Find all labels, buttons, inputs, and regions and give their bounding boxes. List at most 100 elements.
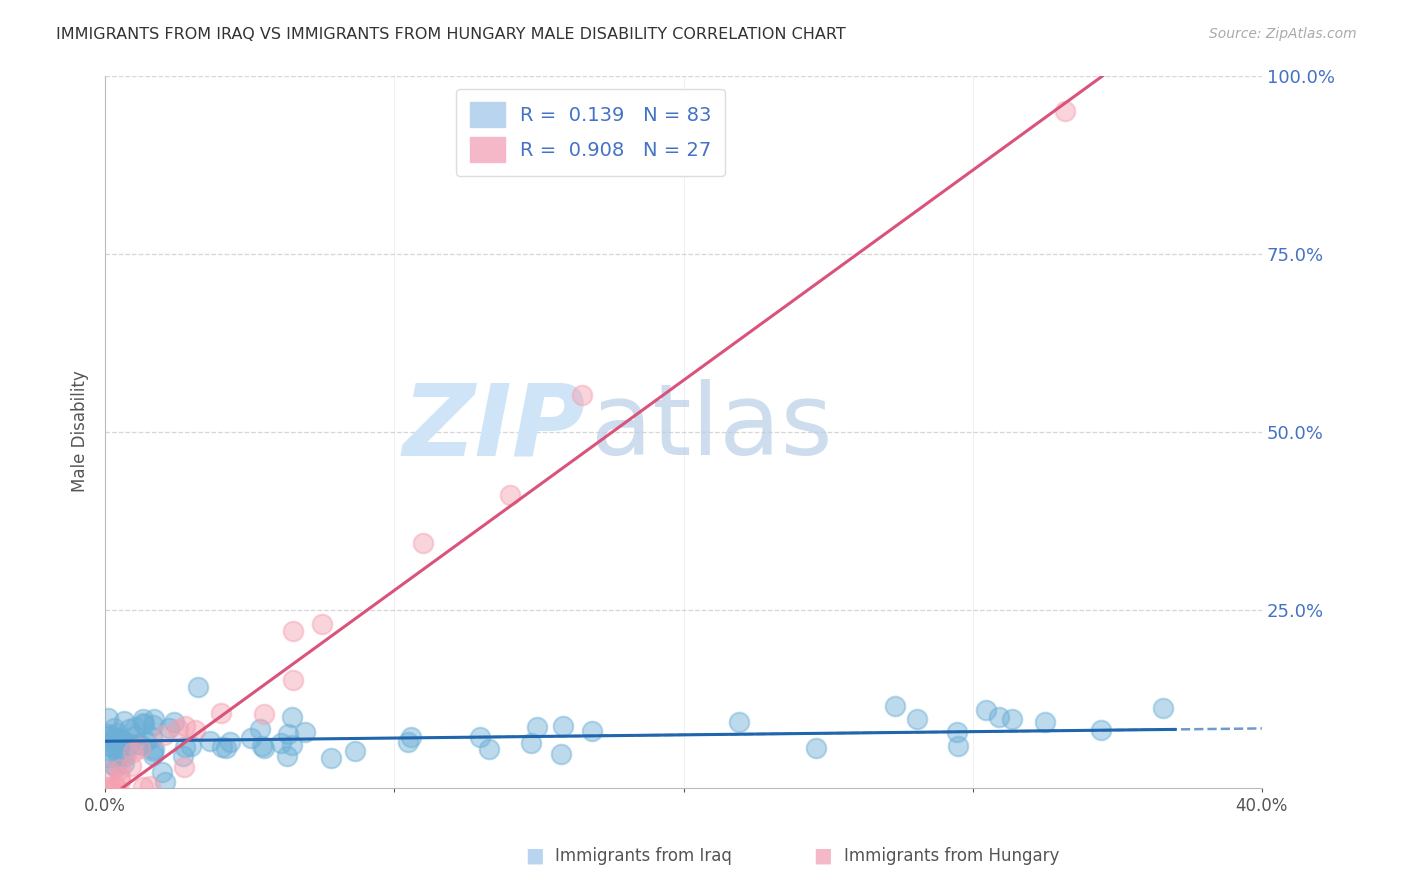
Point	[142, 747, 165, 762]
Point	[198, 734, 221, 748]
Point	[97, 750, 120, 764]
Point	[399, 730, 422, 744]
Point	[174, 719, 197, 733]
Point	[727, 715, 749, 730]
Point	[1152, 700, 1174, 714]
Point	[173, 760, 195, 774]
Point	[988, 710, 1011, 724]
Point	[108, 763, 131, 777]
Point	[478, 742, 501, 756]
Point	[118, 737, 141, 751]
Point	[280, 738, 302, 752]
Point	[219, 735, 242, 749]
Point	[98, 764, 121, 779]
Point	[122, 745, 145, 759]
Point	[103, 730, 125, 744]
Point	[1001, 712, 1024, 726]
Point	[1054, 104, 1077, 119]
Point	[276, 749, 298, 764]
Point	[321, 751, 343, 765]
Point	[157, 721, 180, 735]
Point	[97, 729, 120, 743]
Point	[100, 739, 122, 753]
Point	[184, 723, 207, 738]
Point	[551, 719, 574, 733]
Point	[520, 736, 543, 750]
Text: ▪: ▪	[524, 842, 544, 871]
Point	[104, 760, 127, 774]
Legend: R =  0.139   N = 83, R =  0.908   N = 27: R = 0.139 N = 83, R = 0.908 N = 27	[456, 89, 725, 176]
Point	[104, 780, 127, 794]
Point	[976, 703, 998, 717]
Point	[131, 780, 153, 794]
Point	[141, 730, 163, 744]
Point	[135, 734, 157, 748]
Point	[250, 739, 273, 753]
Text: atlas: atlas	[591, 379, 832, 476]
Text: IMMIGRANTS FROM IRAQ VS IMMIGRANTS FROM HUNGARY MALE DISABILITY CORRELATION CHAR: IMMIGRANTS FROM IRAQ VS IMMIGRANTS FROM …	[56, 27, 846, 42]
Point	[311, 617, 333, 632]
Point	[112, 747, 135, 761]
Point	[240, 731, 263, 745]
Point	[253, 707, 276, 722]
Y-axis label: Male Disability: Male Disability	[72, 371, 89, 492]
Point	[129, 741, 152, 756]
Point	[468, 730, 491, 744]
Point	[270, 736, 292, 750]
Point	[396, 735, 419, 749]
Point	[124, 729, 146, 743]
Point	[946, 739, 969, 753]
Point	[101, 757, 124, 772]
Point	[277, 727, 299, 741]
Point	[946, 724, 969, 739]
Point	[143, 742, 166, 756]
Point	[344, 744, 367, 758]
Point	[550, 747, 572, 762]
Point	[139, 779, 162, 793]
Point	[163, 714, 186, 729]
Point	[97, 780, 120, 794]
Point	[283, 624, 305, 638]
Point	[412, 536, 434, 550]
Point	[132, 717, 155, 731]
Point	[129, 739, 152, 753]
Point	[209, 706, 232, 721]
Point	[132, 715, 155, 730]
Point	[112, 733, 135, 747]
Point	[804, 740, 827, 755]
Point	[294, 724, 316, 739]
Point	[153, 728, 176, 742]
Point	[187, 681, 209, 695]
Point	[281, 710, 304, 724]
Text: Immigrants from Iraq: Immigrants from Iraq	[555, 847, 733, 865]
Point	[104, 740, 127, 755]
Point	[174, 740, 197, 755]
Point	[105, 726, 128, 740]
Point	[101, 740, 124, 755]
Point	[283, 673, 305, 688]
Point	[155, 775, 177, 789]
Point	[114, 748, 136, 763]
Point	[172, 748, 194, 763]
Text: Source: ZipAtlas.com: Source: ZipAtlas.com	[1209, 27, 1357, 41]
Point	[118, 723, 141, 737]
Point	[581, 723, 603, 738]
Point	[499, 488, 522, 502]
Text: ZIP: ZIP	[402, 379, 585, 476]
Point	[112, 714, 135, 728]
Point	[125, 737, 148, 751]
Point	[107, 748, 129, 763]
Point	[142, 712, 165, 726]
Point	[167, 723, 190, 737]
Point	[249, 722, 271, 736]
Point	[884, 698, 907, 713]
Point	[97, 739, 120, 753]
Point	[124, 720, 146, 734]
Point	[905, 712, 928, 726]
Point	[253, 741, 276, 756]
Point	[97, 727, 120, 741]
Point	[103, 721, 125, 735]
Point	[132, 712, 155, 726]
Point	[142, 744, 165, 758]
Text: ▪: ▪	[813, 842, 832, 871]
